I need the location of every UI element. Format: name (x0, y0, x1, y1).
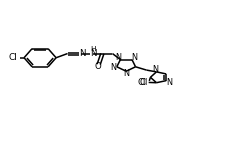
Text: N: N (90, 49, 97, 58)
Text: H: H (90, 46, 96, 52)
Text: N: N (115, 53, 121, 62)
Text: Cl: Cl (138, 78, 146, 87)
Text: N: N (152, 65, 158, 74)
Text: N: N (79, 49, 86, 58)
Text: Cl: Cl (140, 78, 148, 87)
Text: N: N (166, 78, 172, 87)
Text: N: N (123, 69, 129, 78)
Text: N: N (131, 53, 137, 62)
Text: N: N (110, 63, 116, 72)
Text: Cl: Cl (8, 53, 17, 62)
Text: O: O (95, 62, 102, 71)
